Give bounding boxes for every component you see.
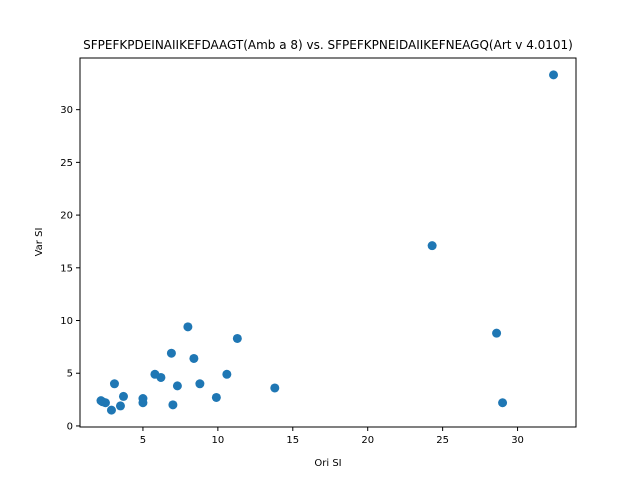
data-point-10 <box>183 322 193 332</box>
data-point-5 <box>232 333 242 343</box>
x-tick-label: 25 <box>436 435 449 446</box>
data-point-2 <box>492 328 502 338</box>
plot-frame <box>79 57 577 428</box>
x-tick-label: 5 <box>140 435 146 446</box>
data-point-24 <box>96 396 106 406</box>
chart-title: SFPEFKPDEINAIIKEFDAAGT(Amb a 8) vs. SFPE… <box>83 38 573 52</box>
x-tick-label: 30 <box>511 435 524 446</box>
y-tick-label: 30 <box>60 105 73 116</box>
data-points <box>96 70 559 415</box>
data-point-8 <box>195 379 205 389</box>
y-tick-label: 20 <box>60 211 73 222</box>
y-tick-label: 10 <box>60 316 73 327</box>
data-point-18 <box>118 391 128 401</box>
data-point-13 <box>166 348 176 358</box>
data-point-7 <box>211 392 221 402</box>
data-point-15 <box>150 369 160 379</box>
data-point-12 <box>168 400 178 410</box>
y-tick-label: 25 <box>60 158 73 169</box>
y-axis-label: Var SI <box>34 228 45 257</box>
y-tick-label: 5 <box>67 369 73 380</box>
data-point-9 <box>189 353 199 363</box>
y-axis-ticks: 0 5 10 15 20 25 30 <box>60 105 80 432</box>
y-tick-label: 15 <box>60 263 73 274</box>
data-point-19 <box>115 401 125 411</box>
x-axis-label: Ori SI <box>314 458 341 469</box>
x-tick-label: 20 <box>361 435 374 446</box>
data-point-0 <box>549 70 559 80</box>
data-point-17 <box>138 398 148 408</box>
data-point-20 <box>109 379 119 389</box>
data-point-21 <box>106 405 116 415</box>
data-point-6 <box>222 369 232 379</box>
data-point-4 <box>270 383 280 393</box>
x-tick-label: 10 <box>211 435 224 446</box>
x-tick-label: 15 <box>286 435 299 446</box>
y-tick-label: 0 <box>67 421 73 432</box>
x-axis-ticks: 5 10 15 20 25 30 <box>140 427 524 446</box>
data-point-1 <box>427 241 437 251</box>
data-point-11 <box>172 381 182 391</box>
data-point-3 <box>498 398 508 408</box>
plot-area <box>80 58 576 427</box>
